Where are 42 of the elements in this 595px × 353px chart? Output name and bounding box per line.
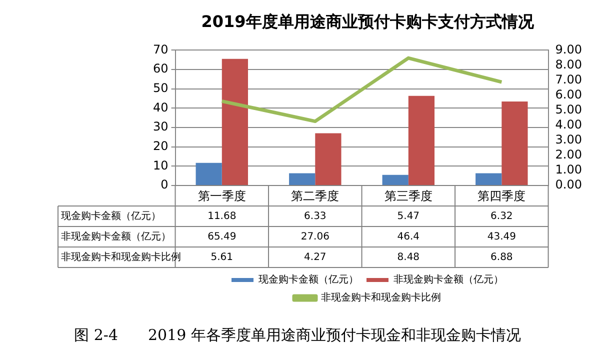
legend-label: 现金购卡金额（亿元） [258,274,358,286]
y-tick-label: 30 [152,120,168,134]
y-tick-label: 70 [152,42,168,56]
text: 非现金购卡金额（亿元） [61,231,171,242]
y2-tick-label: 0.00 [555,178,582,192]
y-tick-label: 10 [152,158,168,172]
text: 非现金购卡和现金购卡比例 [61,252,181,263]
data-label: 6.33 [304,210,326,222]
y2-tick-label: 1.00 [555,162,582,177]
data-label: 8.48 [397,252,420,263]
y-tick-label: 40 [152,100,168,114]
y-tick-label: 20 [152,138,168,153]
x-tick-label: 第四季度 [478,188,526,203]
data-label: 43.49 [487,231,516,242]
data-label: 5.61 [210,252,234,263]
x-tick-label: 第三季度 [384,188,432,203]
y2-tick-label: 2.00 [555,148,582,162]
x-tick-label: 第二季度 [291,188,340,203]
x-tick-label: 第一季度 [198,188,246,203]
y-tick-label: 0 [160,178,168,192]
y2-tick-label: 8.00 [555,57,582,72]
data-label: 65.49 [208,231,236,242]
legend-label: 非现金购卡和现金购卡比例 [321,292,441,304]
caption: 图 2-4 2019 年各季度单用途商业预付卡现金和非现金购卡情况 [74,326,521,344]
legend-label: 非现金购卡金额（亿元） [394,274,504,286]
data-label: 46.4 [397,231,420,242]
y2-tick-label: 3.00 [555,132,582,147]
data-label: 4.27 [304,252,326,263]
data-label: 5.47 [397,210,420,222]
text: 现金购卡金额（亿元） [61,210,161,222]
data-label: 27.06 [300,231,330,242]
data-label: 6.32 [490,210,513,222]
y2-tick-label: 6.00 [555,87,582,102]
y2-tick-label: 7.00 [555,72,582,86]
y-tick-label: 50 [152,80,168,95]
data-label: 11.68 [208,210,236,222]
y2-tick-label: 9.00 [555,42,582,56]
y2-tick-label: 4.00 [555,117,582,132]
data-label: 6.88 [490,252,513,263]
y-tick-label: 60 [152,62,168,76]
chart-title: 2019年度单用途商业预付卡购卡支付方式情况 [201,12,535,31]
y2-tick-label: 5.00 [555,102,582,116]
